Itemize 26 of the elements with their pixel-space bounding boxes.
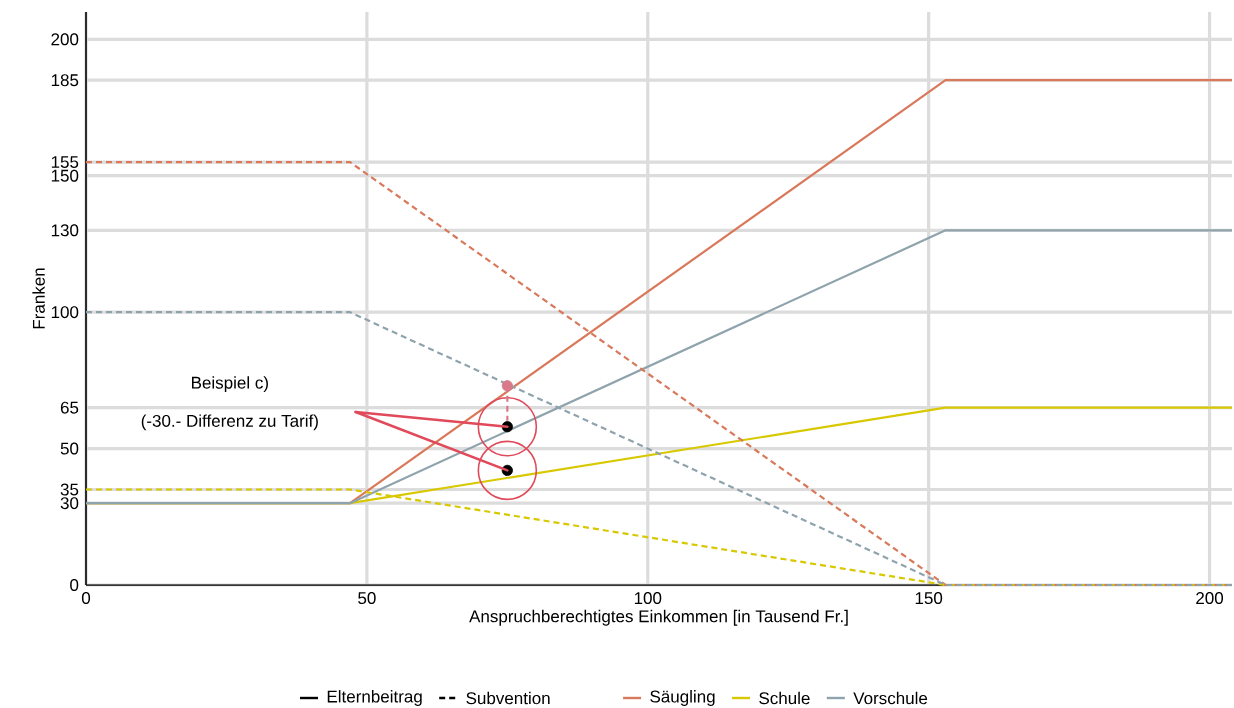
y-tick-label: 50 — [60, 442, 79, 455]
y-tick-label: 35 — [60, 483, 79, 496]
y-tick-label: 200 — [51, 33, 79, 46]
y-tick-label: 65 — [60, 401, 79, 414]
y-tick-label: 150 — [51, 169, 79, 182]
legend-label: Vorschule — [853, 691, 928, 705]
legend-label: Säugling — [650, 690, 715, 706]
x-tick-label: 0 — [81, 592, 91, 605]
legend-label: Schule — [759, 691, 810, 705]
y-tick-label: 185 — [51, 74, 79, 87]
y-tick-label: 30 — [60, 497, 79, 510]
y-tick-label: 130 — [51, 224, 79, 237]
annotation: (-30.- Differenz zu Tarif) — [141, 414, 318, 431]
text: Elternbeitrag — [327, 690, 422, 706]
y-tick-label: 155 — [51, 156, 79, 168]
x-tick-label: 200 — [1196, 592, 1224, 605]
x-axis-title: Anspruchberechtigtes Einkommen [in Tausend Fr.] — [469, 609, 848, 626]
y-tick-label: 100 — [51, 306, 79, 319]
x-tick-label: 150 — [915, 592, 943, 605]
x-tick-label: 100 — [634, 592, 662, 605]
x-tick-label: 50 — [358, 592, 376, 605]
y-tick-label: 0 — [70, 579, 79, 592]
annotation: Beispiel c) — [191, 376, 268, 393]
y-axis-title: Franken — [32, 268, 45, 329]
point — [501, 380, 513, 392]
text: Subvention — [466, 691, 550, 705]
